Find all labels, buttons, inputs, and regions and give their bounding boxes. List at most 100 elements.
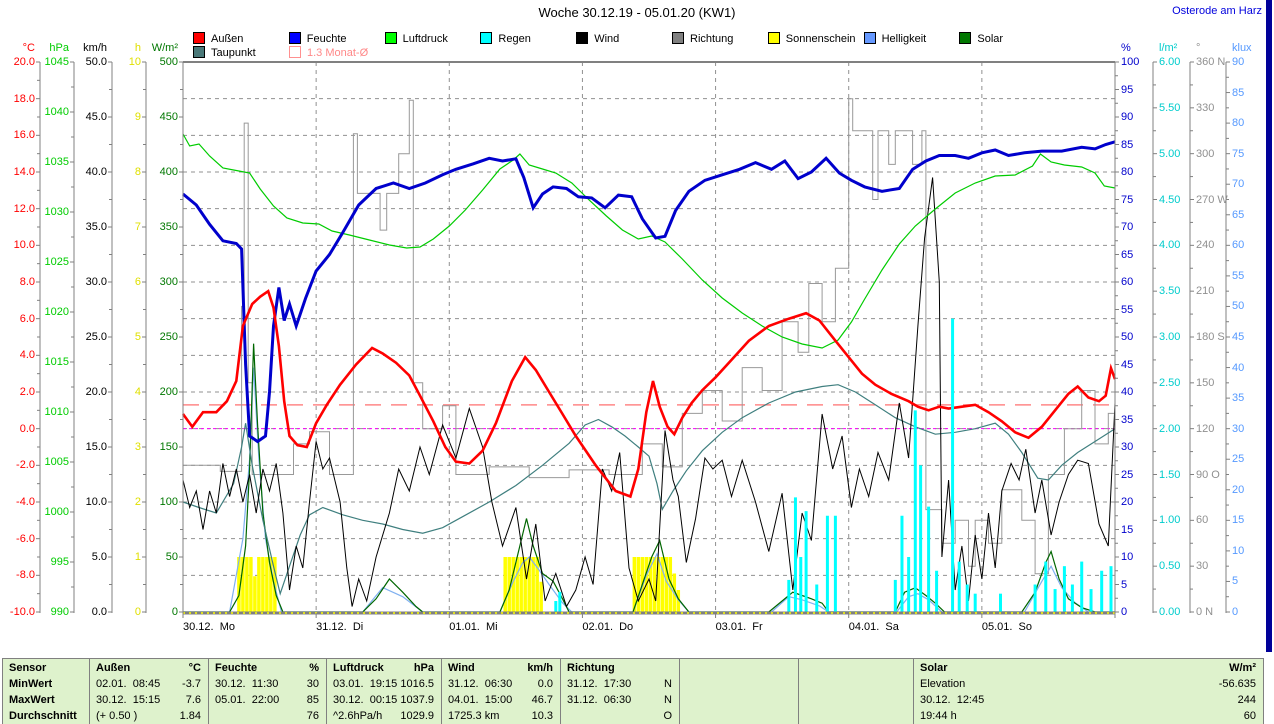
tick-label-l/m²: 5.00 bbox=[1159, 147, 1181, 160]
tick-label-h: 9 bbox=[134, 111, 141, 123]
legend-label: Außen bbox=[211, 33, 244, 45]
tick-label-W/m²: 100 bbox=[159, 496, 178, 508]
tick-label-°C: 0.0 bbox=[19, 422, 35, 435]
tick-label-klux: 60 bbox=[1232, 239, 1245, 252]
legend-label: Taupunkt bbox=[211, 47, 256, 59]
tick-label-h: 5 bbox=[134, 331, 141, 343]
tick-label-°C: -10.0 bbox=[9, 606, 35, 618]
legend-item-Wind: Wind bbox=[576, 32, 619, 45]
tick-label-°: 30 bbox=[1196, 560, 1209, 573]
tick-label-h: 0 bbox=[134, 606, 141, 618]
day-label: 05.01. So bbox=[981, 621, 1032, 633]
table-cell: 1016.5 bbox=[400, 678, 434, 690]
table-cell: 60 bbox=[1243, 710, 1256, 722]
tick-label-l/m²: 5.50 bbox=[1159, 101, 1181, 114]
tick-label-klux: 20 bbox=[1232, 483, 1245, 496]
tick-label-°C: -8.0 bbox=[16, 569, 35, 582]
tick-label-h: 1 bbox=[134, 551, 141, 563]
tick-label-%: 80 bbox=[1121, 166, 1134, 178]
tick-label-h: 10 bbox=[128, 56, 141, 68]
table-cell: Solar bbox=[920, 662, 948, 674]
table-cell: 30.12. 11:30 bbox=[215, 678, 279, 690]
tick-label-hPa: 1015 bbox=[44, 356, 69, 368]
table-cell: 30.12. 12:45 bbox=[920, 694, 985, 706]
tick-label-klux: 25 bbox=[1232, 453, 1245, 466]
tick-label-hPa: 1030 bbox=[44, 206, 69, 218]
legend-item-Taupunkt: Taupunkt bbox=[193, 46, 256, 59]
tick-label-klux: 85 bbox=[1232, 86, 1245, 99]
series-Luftdruck bbox=[182, 133, 1116, 349]
legend-label: Sonnenschein bbox=[785, 33, 856, 45]
tick-label-°C: 12.0 bbox=[13, 202, 35, 215]
tick-label-°C: -6.0 bbox=[16, 532, 35, 545]
tick-label-klux: 80 bbox=[1232, 117, 1245, 130]
tick-label-W/m²: 200 bbox=[159, 386, 178, 398]
tick-label-°: 240 bbox=[1196, 239, 1215, 252]
tick-label-l/m²: 1.50 bbox=[1159, 468, 1181, 481]
tick-label-°C: 14.0 bbox=[13, 166, 35, 178]
table-divider bbox=[89, 659, 90, 724]
tick-label-°: 210 bbox=[1196, 285, 1215, 298]
tick-label-%: 85 bbox=[1121, 138, 1134, 151]
table-cell: 46.7 bbox=[531, 694, 553, 706]
legend-swatch-Helligkeit bbox=[863, 32, 876, 44]
tick-label-l/m²: 4.50 bbox=[1159, 193, 1181, 206]
table-cell: 7.6 bbox=[185, 694, 201, 706]
table-cell: 03.01. 19:15 bbox=[333, 678, 398, 690]
tick-label-klux: 55 bbox=[1232, 269, 1245, 282]
tick-label-hPa: 1025 bbox=[44, 256, 69, 268]
tick-label-klux: 30 bbox=[1232, 422, 1245, 435]
tick-label-°: 150 bbox=[1196, 376, 1215, 389]
tick-label-klux: 0 bbox=[1232, 606, 1239, 618]
tick-label-%: 45 bbox=[1121, 358, 1134, 371]
legend-label: Helligkeit bbox=[881, 33, 927, 45]
table-cell: °C bbox=[188, 662, 201, 674]
table-cell: 04.01. 15:00 bbox=[448, 694, 513, 706]
tick-label-klux: 45 bbox=[1232, 331, 1245, 343]
tick-label-°C: 8.0 bbox=[19, 276, 35, 288]
tick-label-klux: 90 bbox=[1232, 56, 1245, 68]
tick-label-W/m²: 500 bbox=[159, 56, 178, 68]
tick-label-%: 20 bbox=[1121, 496, 1134, 508]
chart-canvas bbox=[36, 61, 1230, 618]
tick-label-l/m²: 0.50 bbox=[1159, 560, 1181, 573]
legend-label: Luftdruck bbox=[402, 33, 448, 45]
legend-item-Außen: Außen bbox=[193, 32, 243, 45]
table-cell: Richtung bbox=[567, 662, 615, 674]
table-cell: -56.635 bbox=[1218, 678, 1256, 690]
table-cell: 05.01. 22:00 bbox=[215, 694, 280, 706]
legend-label: Richtung bbox=[690, 33, 734, 45]
station-name: Osterode am Harz bbox=[1172, 5, 1262, 17]
axis-unit-°C: °C bbox=[22, 42, 35, 54]
axis-unit-°: ° bbox=[1196, 42, 1201, 54]
day-label: 30.12. Mo bbox=[183, 621, 235, 633]
tick-label-klux: 40 bbox=[1232, 361, 1245, 374]
tick-label-°: 270 W bbox=[1196, 193, 1228, 206]
tick-label-°: 0 N bbox=[1196, 606, 1214, 618]
tick-label-km/h: 30.0 bbox=[85, 276, 107, 288]
tick-label-klux: 10 bbox=[1232, 544, 1245, 557]
tick-label-km/h: 35.0 bbox=[85, 221, 107, 233]
tick-label-%: 90 bbox=[1121, 111, 1134, 123]
legend-swatch-Sonnenschein bbox=[767, 32, 780, 44]
table-cell: 1.84 bbox=[179, 710, 201, 722]
table-cell: 02.01. 08:45 bbox=[96, 678, 161, 690]
table-cell: 85 bbox=[306, 694, 319, 706]
tick-label-%: 25 bbox=[1121, 468, 1134, 481]
tick-label-hPa: 1000 bbox=[44, 506, 69, 518]
tick-label-klux: 5 bbox=[1232, 575, 1239, 588]
table-cell: Durchschnitt bbox=[9, 710, 77, 722]
table-cell: % bbox=[309, 662, 319, 674]
legend-item-Solar: Solar bbox=[959, 32, 1003, 45]
table-cell: MaxWert bbox=[9, 694, 55, 706]
tick-label-°: 120 bbox=[1196, 422, 1215, 435]
table-cell: 31.12. 06:30 bbox=[567, 694, 632, 706]
tick-label-klux: 65 bbox=[1232, 208, 1245, 221]
table-cell: 244 bbox=[1237, 694, 1256, 706]
tick-label-%: 60 bbox=[1121, 276, 1134, 288]
table-cell: Feuchte bbox=[215, 662, 258, 674]
tick-label-h: 6 bbox=[134, 276, 141, 288]
table-cell: 76 bbox=[306, 710, 319, 722]
table-cell: Wind bbox=[448, 662, 475, 674]
